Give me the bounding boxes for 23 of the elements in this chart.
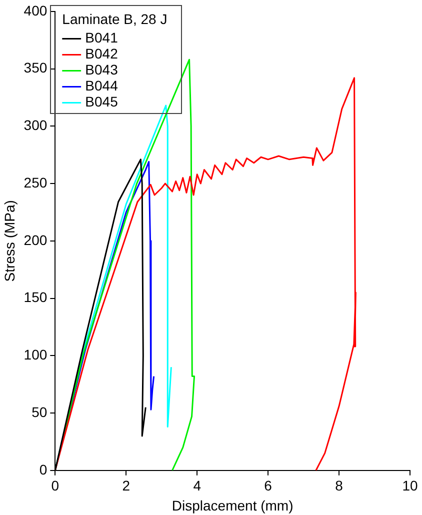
legend-label: B042	[85, 46, 118, 62]
x-tick-label: 2	[122, 478, 130, 494]
legend-label: B045	[85, 94, 118, 110]
y-tick-label: 150	[24, 289, 48, 306]
x-tick-label: 6	[264, 478, 272, 494]
legend-title: Laminate B, 28 J	[62, 10, 168, 27]
y-tick-label: 350	[24, 60, 48, 76]
y-tick-label: 50	[32, 404, 48, 420]
y-tick-label: 100	[24, 346, 48, 363]
y-tick-label: 300	[24, 117, 48, 134]
legend-label: B044	[85, 78, 118, 94]
x-tick-label: 0	[51, 478, 60, 494]
y-tick-label: 200	[24, 232, 48, 248]
x-tick-label: 8	[335, 478, 344, 494]
y-tick-label: 0	[39, 461, 48, 478]
x-tick-label: 4	[193, 478, 202, 494]
x-tick-label: 10	[402, 478, 418, 494]
y-axis-title: Stress (MPa)	[1, 200, 18, 282]
y-tick-label: 400	[24, 2, 48, 18]
legend-label: B043	[85, 62, 118, 78]
x-axis-title: Displacement (mm)	[172, 497, 294, 514]
y-tick-label: 250	[24, 174, 48, 190]
legend-label: B041	[85, 30, 118, 46]
